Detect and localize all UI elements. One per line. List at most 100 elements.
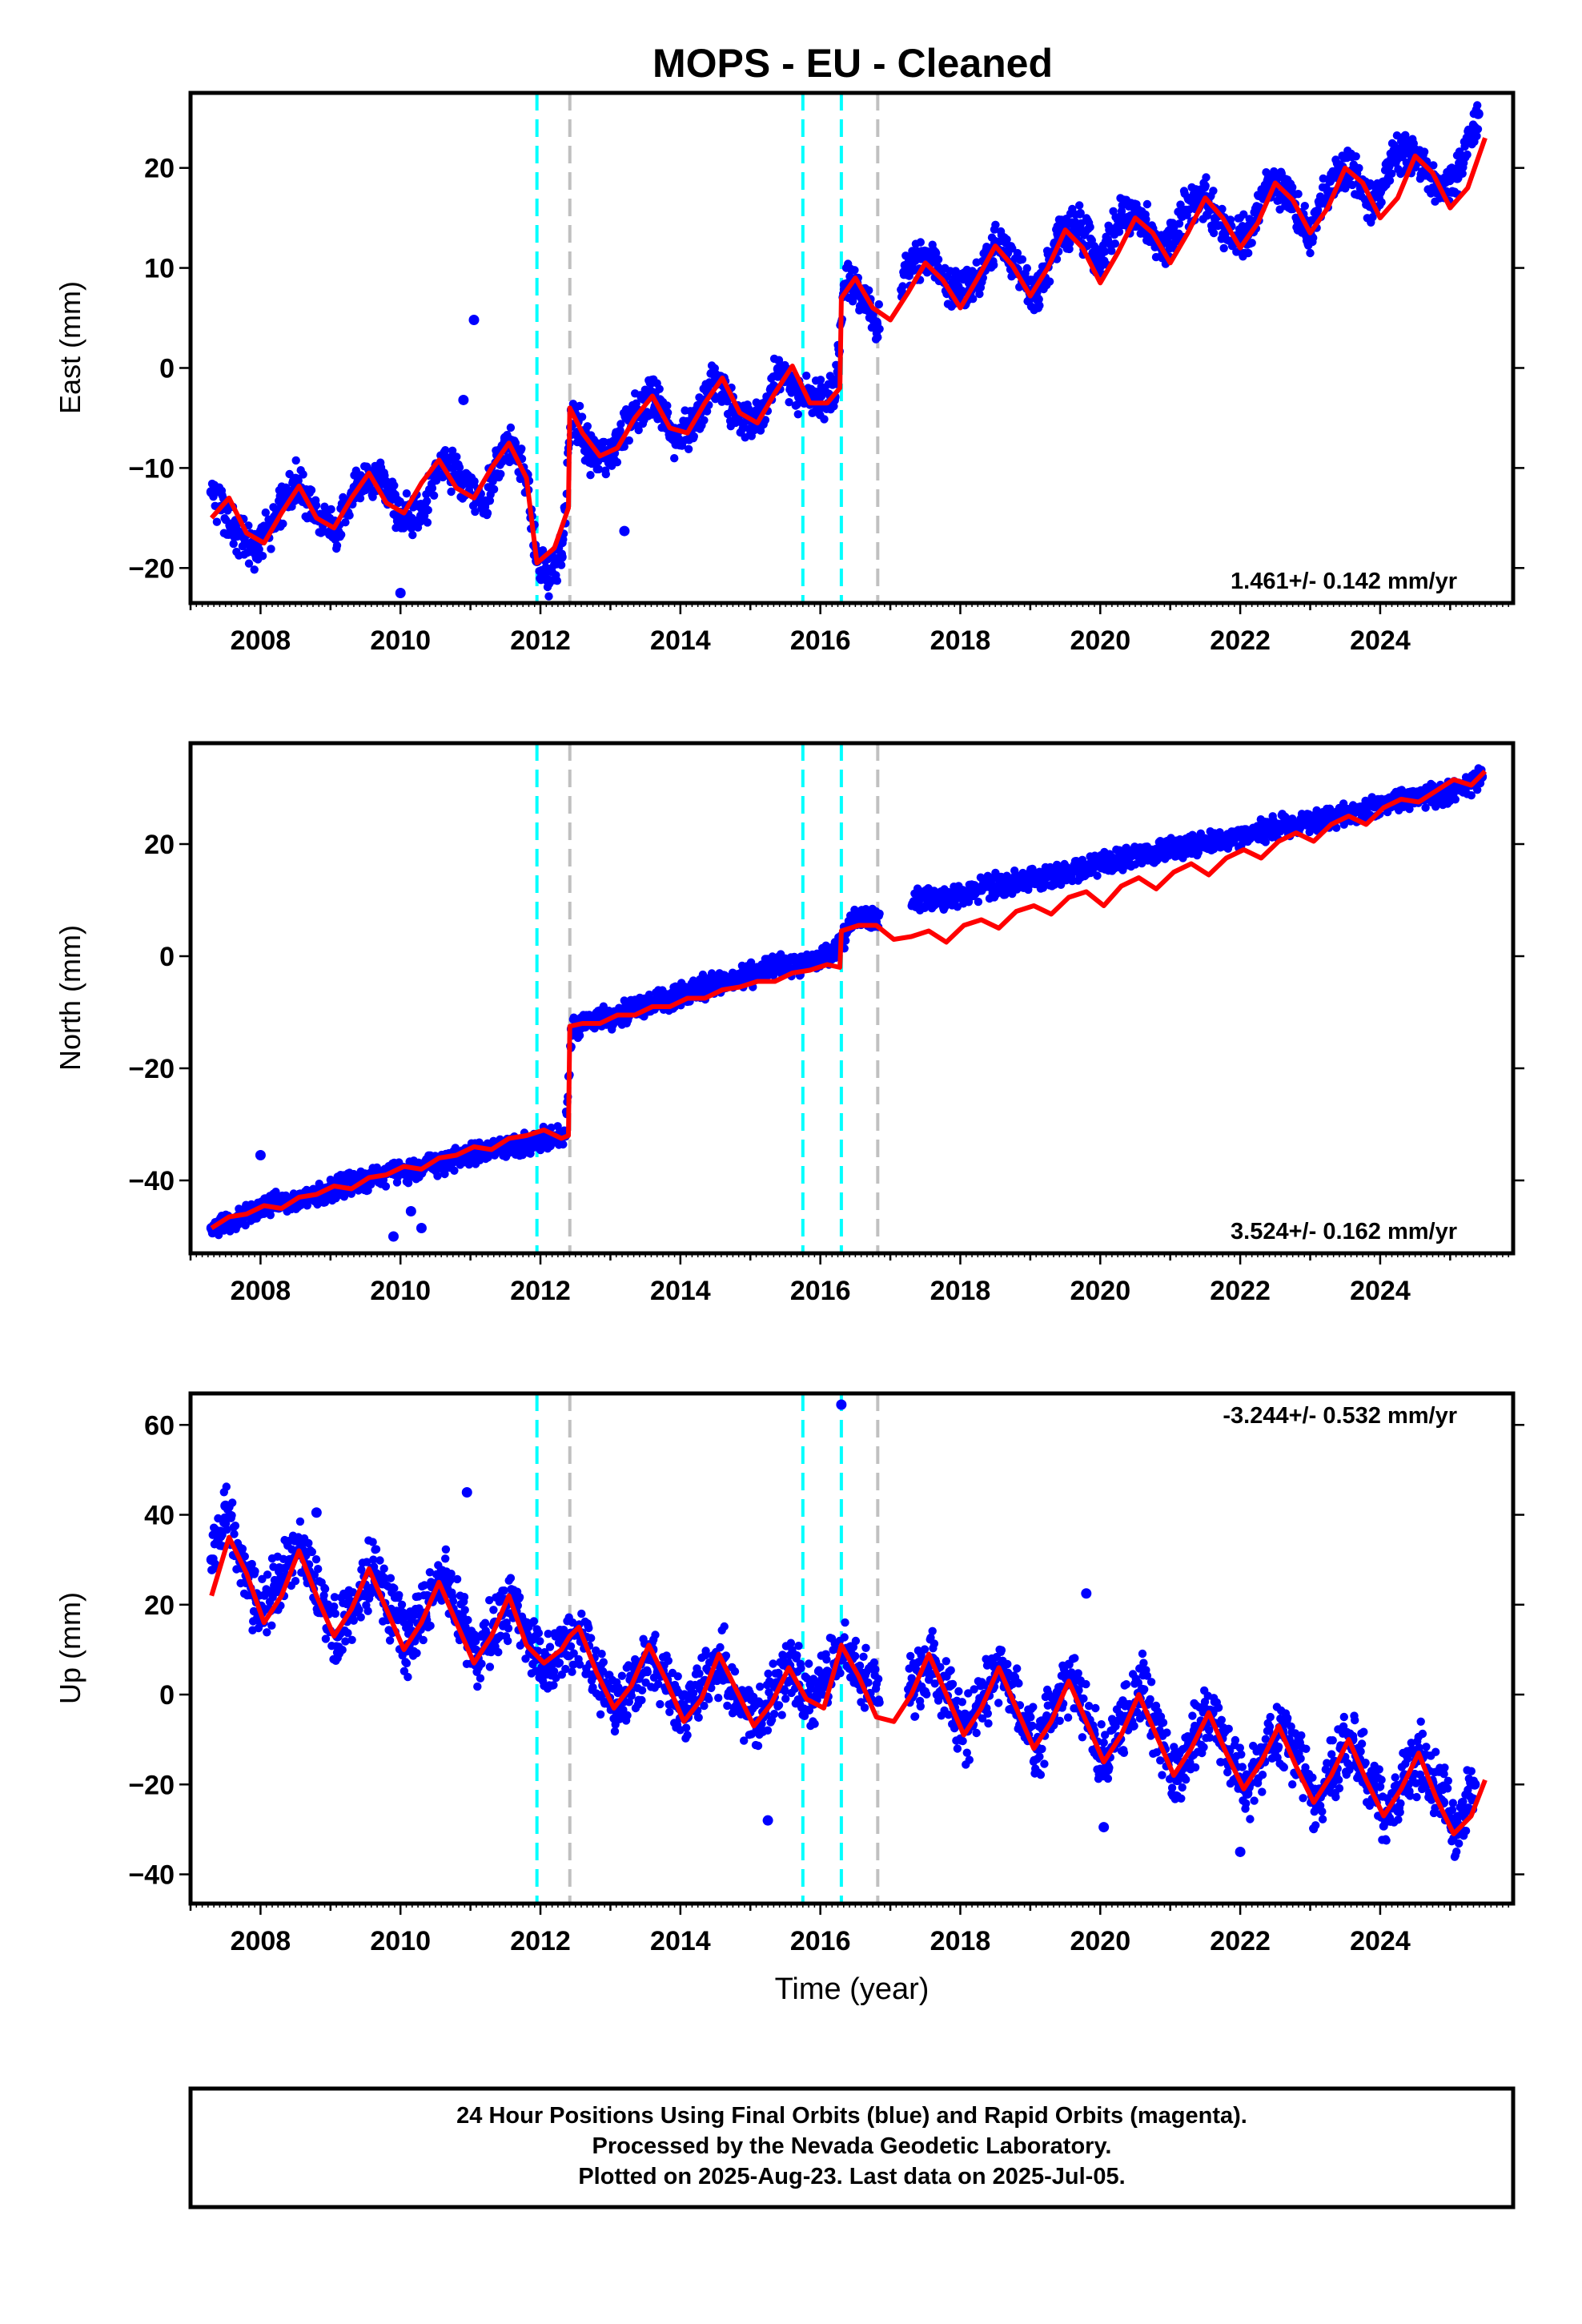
east-point-35 bbox=[871, 319, 882, 330]
east-point-1 bbox=[227, 522, 238, 533]
east-point-29 bbox=[773, 364, 784, 375]
north-point-21 bbox=[626, 1004, 637, 1015]
east-ytick-label-2: 0 bbox=[159, 353, 175, 384]
east-xtick-label-6: 2020 bbox=[1070, 625, 1130, 656]
up-point-0 bbox=[206, 1554, 217, 1566]
up-xtick-label-3: 2014 bbox=[650, 1926, 711, 1956]
north-ytick-label-3: 20 bbox=[144, 830, 175, 860]
east-xtick-label-3: 2014 bbox=[650, 625, 711, 656]
north-axes-frame bbox=[188, 741, 1516, 1256]
footer-frame bbox=[188, 2086, 1516, 2209]
north-point-39 bbox=[1018, 875, 1029, 886]
up-ytick-label-4: 40 bbox=[144, 1501, 175, 1531]
north-plot-area bbox=[206, 743, 1488, 1253]
up-ytick-label-2: 0 bbox=[159, 1680, 175, 1711]
north-xtick-label-4: 2016 bbox=[790, 1276, 851, 1306]
east-outlier-2 bbox=[468, 315, 480, 326]
north-point-50 bbox=[1249, 827, 1260, 838]
north-point-34 bbox=[913, 895, 924, 906]
east-point-42 bbox=[1032, 293, 1043, 304]
up-xtick-label-7: 2022 bbox=[1210, 1926, 1271, 1956]
east-xtick-label-2: 2012 bbox=[510, 625, 571, 656]
north-point-29 bbox=[793, 959, 805, 970]
north-point-44 bbox=[1122, 853, 1134, 863]
up-point-70 bbox=[1469, 1779, 1480, 1790]
east-point-55 bbox=[1305, 231, 1316, 243]
east-point-0 bbox=[206, 486, 217, 497]
up-outlier-4 bbox=[1081, 1588, 1092, 1599]
north-point-52 bbox=[1291, 819, 1302, 830]
up-xtick-label-8: 2024 bbox=[1350, 1926, 1411, 1956]
up-x-axis: 2008 2010 2012 2014 2016 2018 2020 2022 2024 bbox=[189, 1904, 1509, 1956]
east-point-56 bbox=[1326, 172, 1337, 183]
up-ytick-label-0: −40 bbox=[128, 1860, 175, 1891]
north-point-41 bbox=[1060, 866, 1071, 878]
north-point-53 bbox=[1311, 816, 1323, 827]
east-xtick-label-1: 2010 bbox=[370, 625, 431, 656]
north-point-49 bbox=[1227, 833, 1239, 844]
north-point-16 bbox=[542, 1133, 553, 1144]
north-xtick-label-3: 2014 bbox=[650, 1276, 711, 1306]
north-point-43 bbox=[1102, 858, 1113, 869]
up-model-line bbox=[209, 1534, 1488, 1836]
up-xtick-label-1: 2010 bbox=[370, 1926, 431, 1956]
east-outlier-3 bbox=[619, 525, 630, 537]
east-point-18 bbox=[556, 552, 567, 563]
east-point-10 bbox=[416, 510, 427, 521]
up-plot-area bbox=[206, 1393, 1488, 1904]
up-x-axis-label: Time (year) bbox=[775, 1972, 930, 2006]
north-point-45 bbox=[1143, 847, 1154, 858]
up-outlier-3 bbox=[836, 1399, 847, 1410]
up-point-35 bbox=[821, 1667, 833, 1678]
footer-line-1: 24 Hour Positions Using Final Orbits (bl… bbox=[456, 2103, 1247, 2129]
east-ytick-label-4: 20 bbox=[144, 154, 175, 184]
east-xtick-label-5: 2018 bbox=[930, 625, 991, 656]
north-point-35 bbox=[934, 892, 945, 903]
north-point-1 bbox=[227, 1217, 238, 1228]
up-ytick-label-3: 20 bbox=[144, 1590, 175, 1621]
figure-title: MOPS - EU - Cleaned bbox=[652, 41, 1053, 86]
north-point-36 bbox=[954, 889, 966, 900]
up-axes-frame bbox=[188, 1391, 1516, 1906]
north-model-line bbox=[210, 769, 1488, 1231]
east-y-axis-label: East (mm) bbox=[54, 281, 86, 414]
north-point-26 bbox=[731, 973, 742, 984]
north-point-11 bbox=[437, 1158, 448, 1169]
north-outlier-3 bbox=[416, 1223, 427, 1233]
north-rate-label: 3.524+/- 0.162 mm/yr bbox=[1231, 1219, 1457, 1244]
up-point-1 bbox=[220, 1500, 231, 1511]
north-xtick-label-6: 2020 bbox=[1070, 1276, 1130, 1306]
east-point-59 bbox=[1388, 148, 1399, 159]
up-outlier-6 bbox=[1235, 1846, 1246, 1857]
up-outlier-0 bbox=[311, 1507, 322, 1518]
north-point-47 bbox=[1186, 838, 1197, 850]
up-point-4 bbox=[276, 1572, 287, 1583]
north-point-24 bbox=[689, 984, 700, 995]
east-point-17 bbox=[542, 574, 553, 585]
east-point-4 bbox=[290, 473, 301, 485]
east-point-12 bbox=[458, 477, 469, 489]
east-point-8 bbox=[374, 469, 385, 480]
north-point-31 bbox=[829, 948, 840, 959]
north-point-30 bbox=[815, 954, 826, 964]
east-ytick-label-1: −10 bbox=[128, 453, 175, 484]
footer-box: 24 Hour Positions Using Final Orbits (bl… bbox=[188, 2086, 1516, 2209]
east-rate-label: 1.461+/- 0.142 mm/yr bbox=[1231, 569, 1457, 594]
footer-line-3: Plotted on 2025-Aug-23. Last data on 202… bbox=[578, 2164, 1125, 2189]
up-xtick-label-5: 2018 bbox=[930, 1926, 991, 1956]
east-point-44 bbox=[1074, 221, 1085, 232]
north-point-33 bbox=[864, 915, 875, 925]
east-xtick-label-8: 2024 bbox=[1350, 625, 1411, 656]
east-point-49 bbox=[1178, 205, 1190, 216]
east-y-axis: −20 −10 0 10 20 bbox=[128, 154, 1524, 584]
east-point-30 bbox=[793, 392, 805, 403]
east-plot-area bbox=[206, 93, 1488, 603]
north-point-28 bbox=[773, 962, 784, 973]
east-point-26 bbox=[710, 369, 721, 380]
north-outlier-2 bbox=[405, 1206, 416, 1216]
north-xtick-label-7: 2022 bbox=[1210, 1276, 1271, 1306]
north-point-25 bbox=[710, 979, 721, 990]
north-point-42 bbox=[1081, 861, 1092, 872]
north-point-59 bbox=[1438, 788, 1449, 799]
up-xtick-label-2: 2012 bbox=[510, 1926, 571, 1956]
